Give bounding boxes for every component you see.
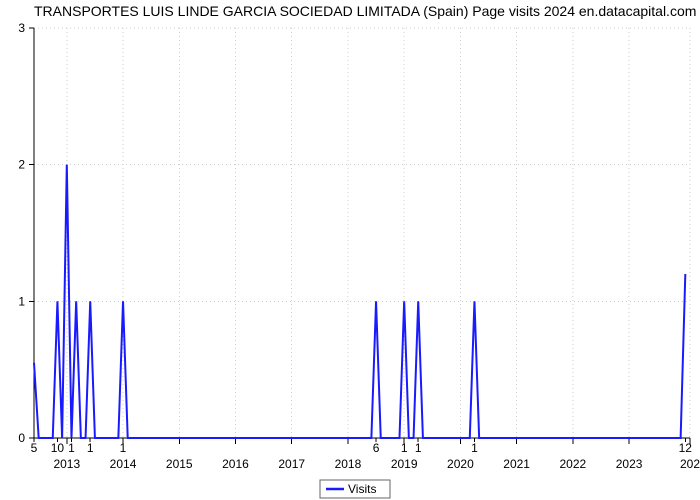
y-tick-label: 2: [18, 158, 25, 172]
x-year-label: 2022: [560, 457, 587, 471]
x-year-label: 202: [680, 457, 700, 471]
x-value-label: 1: [415, 441, 422, 455]
x-value-label: 5: [31, 441, 38, 455]
y-tick-label: 0: [18, 431, 25, 445]
x-year-label: 2018: [335, 457, 362, 471]
chart-svg: TRANSPORTES LUIS LINDE GARCIA SOCIEDAD L…: [0, 0, 700, 500]
x-value-label: 1: [68, 441, 75, 455]
x-year-label: 2017: [278, 457, 305, 471]
x-year-label: 2023: [616, 457, 643, 471]
chart-title: TRANSPORTES LUIS LINDE GARCIA SOCIEDAD L…: [34, 3, 696, 19]
x-value-label: 6: [373, 441, 380, 455]
x-year-label: 2020: [447, 457, 474, 471]
x-year-label: 2014: [110, 457, 137, 471]
x-year-label: 2015: [166, 457, 193, 471]
x-value-label: 1: [87, 441, 94, 455]
x-year-label: 2021: [503, 457, 530, 471]
x-year-label: 2019: [391, 457, 418, 471]
visits-chart: TRANSPORTES LUIS LINDE GARCIA SOCIEDAD L…: [0, 0, 700, 500]
y-tick-label: 3: [18, 21, 25, 35]
legend-label: Visits: [348, 482, 376, 496]
x-value-label: 1: [471, 441, 478, 455]
x-year-label: 2013: [53, 457, 80, 471]
y-tick-label: 1: [18, 294, 25, 308]
x-value-label: 10: [51, 441, 65, 455]
x-year-label: 2016: [222, 457, 249, 471]
